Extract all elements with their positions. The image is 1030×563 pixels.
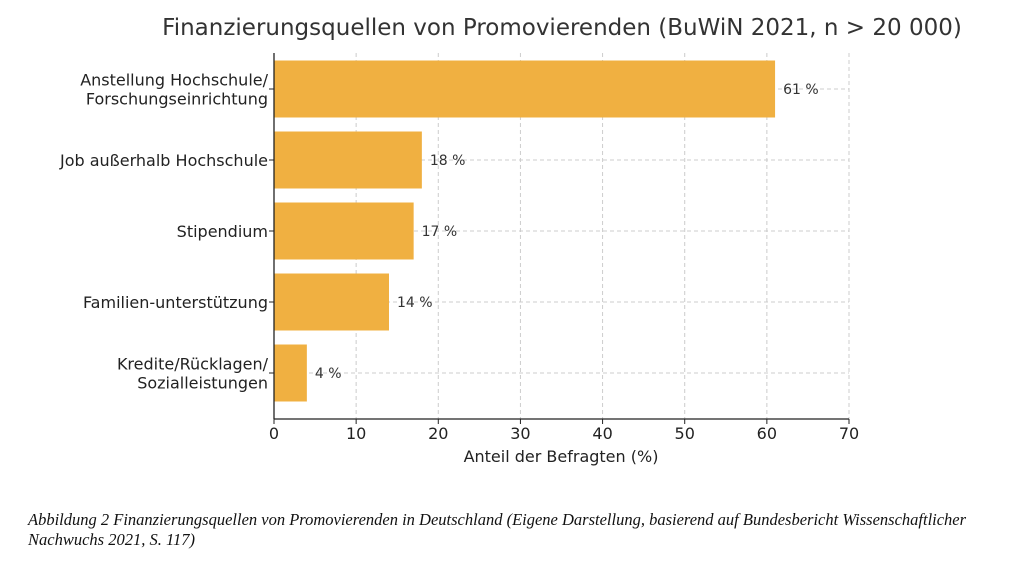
y-tick-label: Forschungseinrichtung — [86, 90, 268, 109]
x-tick-label: 20 — [428, 424, 448, 443]
bar — [274, 344, 307, 402]
chart-title: Finanzierungsquellen von Promovierenden … — [162, 15, 962, 41]
data-label: 17 % — [422, 224, 458, 240]
x-tick-label: 40 — [592, 424, 612, 443]
y-tick-label: Job außerhalb Hochschule — [59, 151, 268, 170]
data-label: 14 % — [397, 295, 433, 311]
y-tick-label: Kredite/Rücklagen/ — [117, 355, 269, 374]
bar — [274, 202, 414, 260]
y-tick-label: Familien-unterstützung — [83, 293, 268, 312]
figure-caption: Abbildung 2 Finanzierungsquellen von Pro… — [28, 510, 967, 549]
x-tick-label: 0 — [269, 424, 279, 443]
x-tick-label: 50 — [675, 424, 695, 443]
x-tick-label: 30 — [510, 424, 530, 443]
y-tick-label: Stipendium — [177, 222, 268, 241]
x-tick-label: 10 — [346, 424, 366, 443]
data-label: 18 % — [430, 153, 466, 169]
bar — [274, 60, 776, 118]
y-tick-label: Anstellung Hochschule/ — [80, 71, 268, 90]
x-tick-label: 60 — [757, 424, 777, 443]
x-tick-label: 70 — [839, 424, 859, 443]
x-axis-label: Anteil der Befragten (%) — [464, 447, 659, 466]
data-label: 4 % — [315, 366, 342, 382]
y-tick-label: Sozialleistungen — [137, 374, 268, 393]
data-label: 61 % — [783, 82, 819, 98]
bar — [274, 273, 389, 331]
bar — [274, 131, 422, 189]
